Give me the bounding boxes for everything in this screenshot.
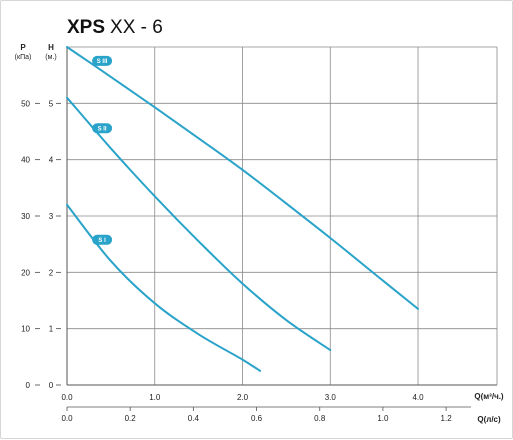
y-left-tick-label: 30 [21,212,30,221]
x-top-tick-label: 2.0 [237,393,249,402]
y-right-label: H [48,43,54,52]
series-line-siii [66,46,419,310]
x-bottom-tick-label: 0.4 [188,414,200,423]
title-model: XPS [67,17,105,38]
y-right-tick-label: 3 [49,212,54,221]
series-badge-sii: S II [92,123,113,134]
x-bottom-tick-label: 0.0 [61,414,73,423]
title-suffix: XX - 6 [110,17,163,38]
y-left-tick-label: 40 [21,156,30,165]
y-left-tick-label: 10 [21,325,30,334]
x-top-tick-label: 3.0 [325,393,337,402]
series-line-sii [66,96,332,352]
x-bottom-tick-label: 1.2 [441,414,453,423]
x-bottom-tick-label: 1.0 [377,414,389,423]
series-badge-bg [92,123,113,134]
series-badge-label: S III [97,59,108,65]
y-left-tick-label: 20 [21,268,30,277]
x-bottom-tick-label: 0.8 [314,414,326,423]
y-left-label: P [20,43,26,52]
x-bottom-tick-label: 0.6 [251,414,263,423]
y-right-unit: (м.) [45,54,56,61]
series-badge-si: S I [92,234,113,245]
x-top-tick-label: 4.0 [412,393,424,402]
chart-title: XPS XX - 6 [67,17,163,38]
y-left-tick-label: 0 [26,381,31,390]
series-badge-bg [92,234,113,245]
x-bottom-label: Q(л/с) [477,415,501,424]
series-badge-siii: S III [92,55,113,66]
series-badge-label: S I [98,238,106,244]
y-right-tick-label: 2 [49,268,54,277]
x-top-tick-label: 1.0 [149,393,161,402]
series-badges: S III S II S I [92,55,113,245]
x-bottom-tick-label: 0.2 [125,414,137,423]
series-line-si [66,203,262,372]
x-top-label: Q(м³/ч.) [474,392,504,401]
series-group [66,46,419,372]
y-right-tick-label: 1 [49,325,54,334]
y-right-tick-label: 0 [49,381,54,390]
x-top-tick-label: 0.0 [61,393,73,402]
series-badge-bg [92,55,113,66]
y-left-tick-label: 50 [21,99,30,108]
y-right-tick-label: 4 [49,156,54,165]
grid [67,46,497,385]
y-left-unit: (кПа) [15,54,32,61]
series-badge-label: S II [98,126,107,132]
y-right-tick-label: 5 [49,99,54,108]
